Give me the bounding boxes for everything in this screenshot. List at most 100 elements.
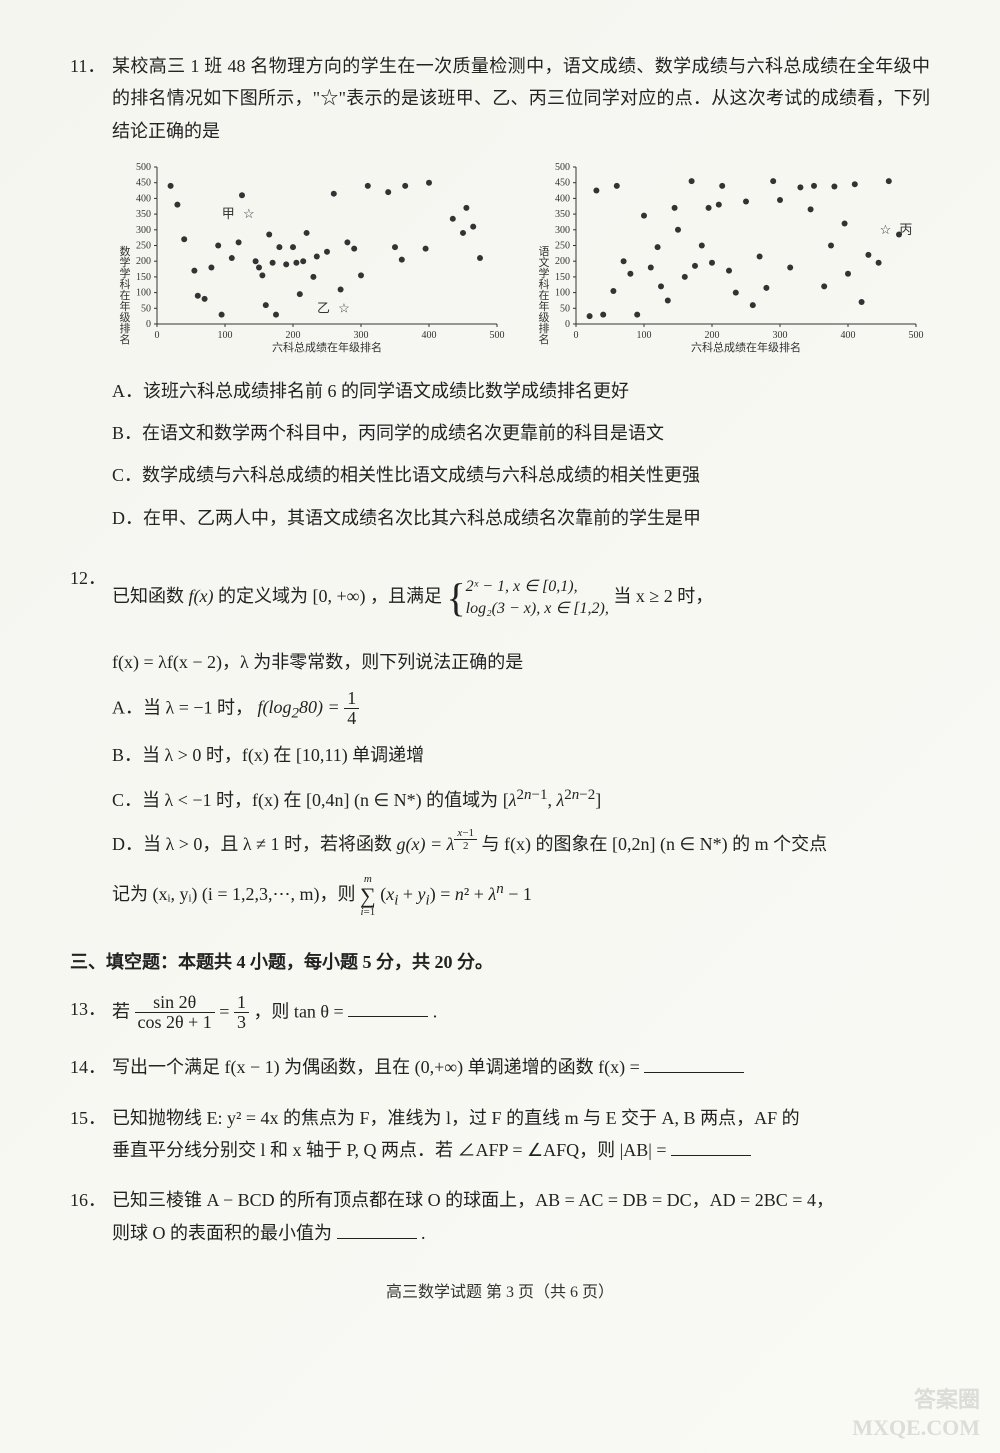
q12-body: 已知函数 f(x) 的定义域为 [0, +∞) ，且满足 { 2ˣ − 1, x… <box>112 562 930 928</box>
svg-text:50: 50 <box>141 303 151 314</box>
question-16: 16． 已知三棱锥 A − BCD 的所有顶点都在球 O 的球面上，AB = A… <box>70 1184 930 1249</box>
svg-text:450: 450 <box>136 178 151 189</box>
svg-text:250: 250 <box>555 241 570 252</box>
q14-text: 写出一个满足 f(x − 1) 为偶函数，且在 (0,+∞) 单调递增的函数 f… <box>112 1057 644 1077</box>
svg-text:0: 0 <box>155 330 160 341</box>
svg-text:0: 0 <box>565 319 570 330</box>
q11-chart1: 0100200300400500050100150200250300350400… <box>112 159 511 364</box>
svg-text:语文学科在年级排名: 语文学科在年级排名 <box>537 245 550 344</box>
q11-chart2: 0100200300400500050100150200250300350400… <box>531 159 930 364</box>
svg-text:450: 450 <box>555 178 570 189</box>
svg-text:500: 500 <box>555 162 570 173</box>
svg-text:400: 400 <box>422 330 437 341</box>
svg-text:0: 0 <box>574 330 579 341</box>
svg-text:丙: 丙 <box>899 222 912 237</box>
q14-body: 写出一个满足 f(x − 1) 为偶函数，且在 (0,+∞) 单调递增的函数 f… <box>112 1051 930 1083</box>
q12-option-c: C．当 λ < −1 时，f(x) 在 [0,4n] (n ∈ N*) 的值域为… <box>112 782 930 816</box>
svg-text:200: 200 <box>555 256 570 267</box>
q13-prefix: 若 <box>112 1001 135 1021</box>
svg-text:☆: ☆ <box>880 222 892 237</box>
svg-text:500: 500 <box>490 330 505 341</box>
q12-cont2: ，且满足 <box>370 586 447 606</box>
q16-end: . <box>421 1223 426 1243</box>
svg-text:50: 50 <box>560 303 570 314</box>
q11-option-c: C．数学成绩与六科总成绩的相关性比语文成绩与六科总成绩的相关性更强 <box>112 459 930 491</box>
question-15: 15． 已知抛物线 E: y² = 4x 的焦点为 F，准线为 l，过 F 的直… <box>70 1102 930 1167</box>
watermark-line2: MXQE.COM <box>852 1414 980 1443</box>
q12-cont3: 当 x ≥ 2 时， <box>613 586 713 606</box>
svg-text:150: 150 <box>136 272 151 283</box>
svg-text:甲: 甲 <box>222 206 235 221</box>
svg-text:150: 150 <box>555 272 570 283</box>
q12-piece-top: 2ˣ − 1, x ∈ [0,1), <box>466 576 609 598</box>
q13-blank <box>348 999 428 1017</box>
svg-text:500: 500 <box>909 330 924 341</box>
q15-line2: 垂直平分线分别交 l 和 x 轴于 P, Q 两点．若 ∠AFP = ∠AFQ，… <box>112 1140 671 1160</box>
svg-text:300: 300 <box>773 330 788 341</box>
q13-frac1-den: cos 2θ + 1 <box>135 1013 215 1033</box>
q12-piecewise: { 2ˣ − 1, x ∈ [0,1), log₂(3 − x), x ∈ [1… <box>446 562 608 634</box>
q12-domain: [0, +∞) <box>312 586 365 606</box>
page-footer: 高三数学试题 第 3 页（共 6 页） <box>70 1279 930 1308</box>
svg-text:0: 0 <box>146 319 151 330</box>
svg-text:400: 400 <box>555 194 570 205</box>
svg-text:200: 200 <box>286 330 301 341</box>
q11-charts: 0100200300400500050100150200250300350400… <box>112 159 930 364</box>
question-12: 12． 已知函数 f(x) 的定义域为 [0, +∞) ，且满足 { 2ˣ − … <box>70 562 930 928</box>
q12-d-gx: g(x) = λx−12 <box>396 834 477 854</box>
q13-suffix: ，则 tan θ = <box>253 1001 348 1021</box>
q15-blank <box>671 1138 751 1156</box>
q13-frac2-num: 1 <box>234 993 249 1014</box>
svg-text:400: 400 <box>136 194 151 205</box>
q12-text-line1: 已知函数 f(x) 的定义域为 [0, +∞) ，且满足 { 2ˣ − 1, x… <box>112 562 930 634</box>
svg-text:100: 100 <box>218 330 233 341</box>
watermark-bottom: 答案圈 MXQE.COM <box>852 1386 980 1443</box>
svg-text:100: 100 <box>555 288 570 299</box>
svg-text:六科总成绩在年级排名: 六科总成绩在年级排名 <box>691 340 801 354</box>
q11-body: 某校高三 1 班 48 名物理方向的学生在一次质量检测中，语文成绩、数学成绩与六… <box>112 50 930 544</box>
q11-option-a: A．该班六科总成绩排名前 6 的同学语文成绩比数学成绩排名更好 <box>112 375 930 407</box>
q15-body: 已知抛物线 E: y² = 4x 的焦点为 F，准线为 l，过 F 的直线 m … <box>112 1102 930 1167</box>
q12-fx: f(x) <box>189 586 214 606</box>
svg-text:☆: ☆ <box>338 300 350 315</box>
q11-option-b: B．在语文和数学两个科目中，丙同学的成绩名次更靠前的科目是语文 <box>112 417 930 449</box>
q12-c-range: [λ2n−1, λ2n−2] <box>503 790 602 810</box>
q11-number: 11． <box>70 50 112 544</box>
q13-number: 13． <box>70 993 112 1034</box>
q12-d-prefix: D．当 λ > 0，且 λ ≠ 1 时，若将函数 <box>112 834 396 854</box>
svg-text:350: 350 <box>555 209 570 220</box>
q16-number: 16． <box>70 1184 112 1249</box>
q13-frac2-den: 3 <box>234 1013 249 1033</box>
svg-text:六科总成绩在年级排名: 六科总成绩在年级排名 <box>272 340 382 354</box>
question-11: 11． 某校高三 1 班 48 名物理方向的学生在一次质量检测中，语文成绩、数学… <box>70 50 930 544</box>
q11-options: A．该班六科总成绩排名前 6 的同学语文成绩比数学成绩排名更好 B．在语文和数学… <box>112 375 930 535</box>
svg-text:☆: ☆ <box>243 206 255 221</box>
q16-line1: 已知三棱锥 A − BCD 的所有顶点都在球 O 的球面上，AB = AC = … <box>112 1184 930 1216</box>
svg-text:300: 300 <box>555 225 570 236</box>
svg-text:500: 500 <box>136 162 151 173</box>
q12-option-d: D．当 λ > 0，且 λ ≠ 1 时，若将函数 g(x) = λx−12 与 … <box>112 826 930 918</box>
q12-a-math: f(log280) = 14 <box>258 697 360 717</box>
watermark-line1: 答案圈 <box>852 1386 980 1415</box>
q13-frac2: 1 3 <box>234 993 249 1034</box>
question-13: 13． 若 sin 2θ cos 2θ + 1 = 1 3 ，则 tan θ =… <box>70 993 930 1034</box>
q12-option-b: B．当 λ > 0 时，f(x) 在 [10,11) 单调递增 <box>112 739 930 771</box>
section-3-header: 三、填空题：本题共 4 小题，每小题 5 分，共 20 分。 <box>70 946 930 978</box>
q13-body: 若 sin 2θ cos 2θ + 1 = 1 3 ，则 tan θ = . <box>112 993 930 1034</box>
q15-number: 15． <box>70 1102 112 1167</box>
q12-text-line2: f(x) = λf(x − 2)，λ 为非零常数，则下列说法正确的是 <box>112 646 930 678</box>
q14-number: 14． <box>70 1051 112 1083</box>
svg-text:200: 200 <box>136 256 151 267</box>
svg-text:数学学科在年级排名: 数学学科在年级排名 <box>118 245 131 344</box>
svg-text:100: 100 <box>637 330 652 341</box>
svg-text:300: 300 <box>354 330 369 341</box>
q12-d-suffix1: 与 f(x) 的图象在 [0,2n] (n ∈ N*) 的 m 个交点 <box>482 834 828 854</box>
q13-end: . <box>433 1001 438 1021</box>
svg-text:100: 100 <box>136 288 151 299</box>
q16-blank <box>337 1221 417 1239</box>
q15-line1: 已知抛物线 E: y² = 4x 的焦点为 F，准线为 l，过 F 的直线 m … <box>112 1102 930 1134</box>
q12-cont1: 的定义域为 <box>218 586 308 606</box>
q14-blank <box>644 1055 744 1073</box>
svg-text:乙: 乙 <box>317 300 330 315</box>
q13-mid: = <box>219 1001 234 1021</box>
